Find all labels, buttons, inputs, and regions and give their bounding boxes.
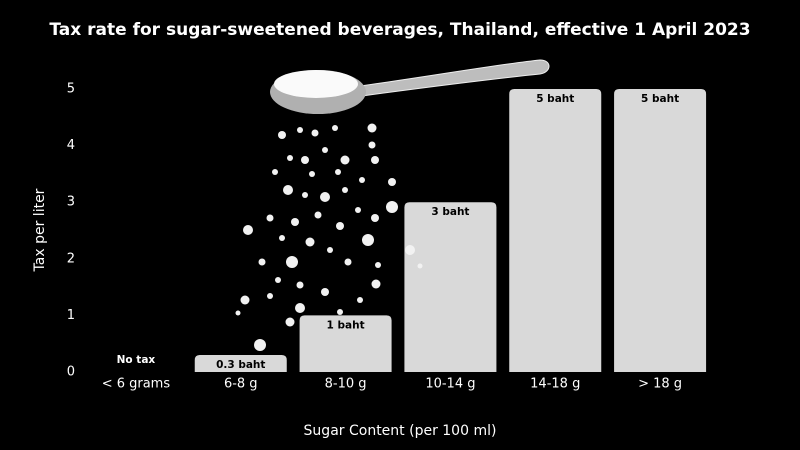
y-tick-label: 2 <box>67 251 75 266</box>
value-label: No tax <box>117 354 156 366</box>
chart-title: Tax rate for sugar-sweetened beverages, … <box>49 20 750 40</box>
x-tick-label: 8-10 g <box>325 377 367 392</box>
bar <box>194 355 287 372</box>
value-label: 5 baht <box>536 93 574 105</box>
value-label: 5 baht <box>641 93 679 105</box>
y-tick-label: 1 <box>67 308 75 323</box>
bar <box>299 315 392 372</box>
bar <box>614 89 707 372</box>
sugar-grains <box>235 123 423 351</box>
spoon-handle <box>359 59 550 97</box>
bar <box>509 89 602 372</box>
y-tick-label: 4 <box>67 138 75 153</box>
y-axis-title: Tax per liter <box>32 188 48 272</box>
y-tick-label: 0 <box>67 365 75 380</box>
plot: 0 1 2 3 4 5 < 6 grams No tax 6-8 g 0.3 baht 8-10 g… <box>67 82 707 392</box>
x-tick-label: 14-18 g <box>530 377 580 392</box>
x-tick-label: 6-8 g <box>224 377 258 392</box>
bar <box>404 202 497 372</box>
sugar-heap <box>274 70 358 98</box>
x-tick-label: 10-14 g <box>425 377 475 392</box>
y-tick-label: 3 <box>67 195 75 210</box>
value-label: 1 baht <box>327 319 365 331</box>
x-tick-label: < 6 grams <box>102 377 171 392</box>
y-tick-label: 5 <box>67 82 75 97</box>
value-label: 0.3 baht <box>216 359 265 371</box>
x-tick-label: > 18 g <box>638 377 682 392</box>
x-axis-title: Sugar Content (per 100 ml) <box>304 423 497 439</box>
spoon <box>270 59 550 114</box>
value-label: 3 baht <box>431 206 469 218</box>
